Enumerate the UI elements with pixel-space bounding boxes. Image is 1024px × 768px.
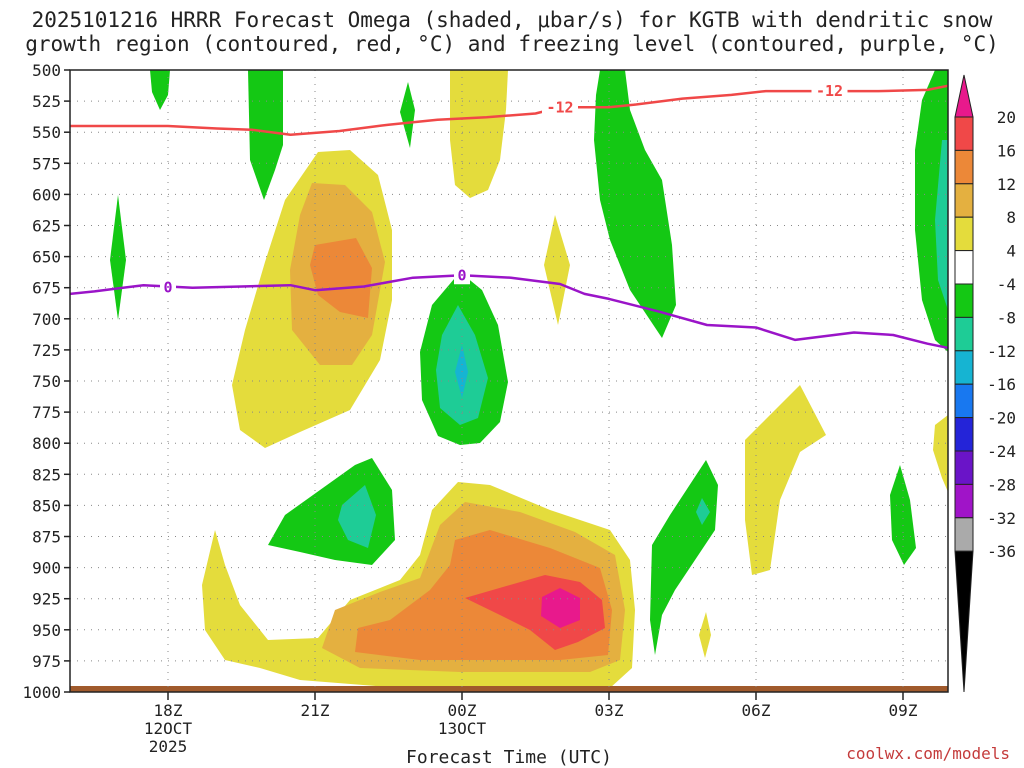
omega-cyan-blob — [338, 485, 376, 548]
x-tick-sublabel: 2025 — [149, 737, 188, 756]
colorbar-label: 20 — [997, 108, 1016, 127]
y-tick-label: 675 — [32, 279, 61, 298]
x-tick-sublabel: 13OCT — [438, 719, 487, 738]
colorbar-label: -36 — [987, 542, 1016, 561]
y-tick-label: 600 — [32, 185, 61, 204]
omega-yellow-blob — [544, 215, 570, 325]
contour-label: -12 — [816, 82, 843, 100]
colorbar-bottom-arrow — [954, 550, 974, 693]
colorbar-label: 12 — [997, 175, 1016, 194]
y-tick-label: 800 — [32, 434, 61, 453]
x-tick-label: 03Z — [595, 701, 624, 720]
omega-orange-region — [310, 238, 372, 318]
y-tick-label: 1000 — [22, 683, 61, 702]
omega-yellow-plume — [450, 70, 508, 198]
colorbar-box — [954, 183, 974, 218]
y-tick-label: 650 — [32, 248, 61, 267]
omega-green-blob — [248, 70, 283, 200]
y-tick-label: 750 — [32, 372, 61, 391]
colorbar-box — [954, 517, 974, 552]
colorbar-label: 4 — [1006, 242, 1016, 261]
y-tick-label: 900 — [32, 559, 61, 578]
contour-label: 0 — [163, 279, 172, 297]
colorbar-box — [954, 283, 974, 318]
x-tick-label: 00Z — [448, 701, 477, 720]
omega-green-blob — [150, 70, 170, 110]
colorbar-box — [954, 250, 974, 285]
y-tick-label: 775 — [32, 403, 61, 422]
chart-title-line2: growth region (contoured, red, °C) and f… — [25, 32, 999, 56]
colorbar-box — [954, 216, 974, 252]
colorbar-label: 8 — [1006, 208, 1016, 227]
colorbar-label: -12 — [987, 342, 1016, 361]
contour-label: -12 — [546, 98, 573, 116]
colorbar-top-arrow — [954, 74, 974, 118]
colorbar-box — [954, 149, 974, 185]
omega-green-stripe — [594, 70, 676, 338]
omega-shading — [70, 70, 948, 692]
x-tick-label: 06Z — [742, 701, 771, 720]
colorbar-label: -28 — [987, 475, 1016, 494]
credit-text: coolwx.com/models — [846, 744, 1010, 763]
colorbar-box — [954, 350, 974, 385]
y-tick-label: 925 — [32, 590, 61, 609]
y-tick-label: 550 — [32, 123, 61, 142]
terrain-surface — [70, 686, 948, 692]
colorbar-box — [954, 450, 974, 485]
colorbar-box — [954, 483, 974, 519]
omega-green-blob — [890, 465, 916, 565]
contour-line — [70, 274, 948, 350]
colorbar-label: -4 — [997, 275, 1016, 294]
colorbar-box — [954, 417, 974, 452]
x-tick-label: 09Z — [889, 701, 918, 720]
contour-label-bg — [542, 98, 578, 117]
omega-cyan-blob — [696, 498, 710, 525]
x-tick-sublabel: 12OCT — [144, 719, 193, 738]
omega-yellow-blob — [699, 612, 711, 658]
omega-right-cyan — [935, 140, 948, 310]
y-tick-label: 825 — [32, 465, 61, 484]
colorbar-label: -8 — [997, 308, 1016, 327]
colorbar-label: -24 — [987, 442, 1016, 461]
y-tick-label: 525 — [32, 92, 61, 111]
omega-yellow-region — [745, 385, 826, 575]
y-tick-label: 575 — [32, 154, 61, 173]
y-tick-label: 875 — [32, 528, 61, 547]
grid-lines — [70, 70, 948, 692]
omega-yellow-region — [933, 415, 948, 492]
y-tick-label: 625 — [32, 217, 61, 236]
omega-green-blob — [400, 82, 415, 148]
contour-label: 0 — [457, 266, 466, 284]
contour-label-bg — [160, 278, 176, 297]
omega-green-blob — [110, 195, 126, 320]
y-tick-label: 500 — [32, 61, 61, 80]
colorbar: 20 16 12 8 4 -4 -8 -12 -16 -20 -24 -28 -32 -36 — [954, 74, 1016, 693]
colorbar-box — [954, 316, 974, 352]
colorbar-box — [954, 383, 974, 419]
contour-label-bg — [811, 82, 848, 101]
omega-magenta-core — [541, 588, 580, 628]
y-axis-ticks: 500 525 550 575 600 625 650 675 700 725 750 775 800 8… — [22, 61, 70, 702]
colorbar-label: -16 — [987, 375, 1016, 394]
x-axis-label: Forecast Time (UTC) — [406, 747, 612, 768]
contour-label-bg — [454, 266, 470, 285]
chart-title-line1: 2025101216 HRRR Forecast Omega (shaded, … — [31, 8, 993, 32]
colorbar-label: -20 — [987, 409, 1016, 428]
y-tick-label: 975 — [32, 652, 61, 671]
x-tick-label: 21Z — [301, 701, 330, 720]
y-tick-label: 950 — [32, 621, 61, 640]
colorbar-label: 16 — [997, 141, 1016, 160]
y-tick-label: 850 — [32, 496, 61, 515]
x-tick-label: 18Z — [154, 701, 183, 720]
temperature-contours: -12 -12 0 0 — [70, 82, 948, 350]
y-tick-label: 700 — [32, 310, 61, 329]
y-tick-label: 725 — [32, 341, 61, 360]
colorbar-box — [954, 116, 974, 151]
colorbar-label: -32 — [987, 509, 1016, 528]
